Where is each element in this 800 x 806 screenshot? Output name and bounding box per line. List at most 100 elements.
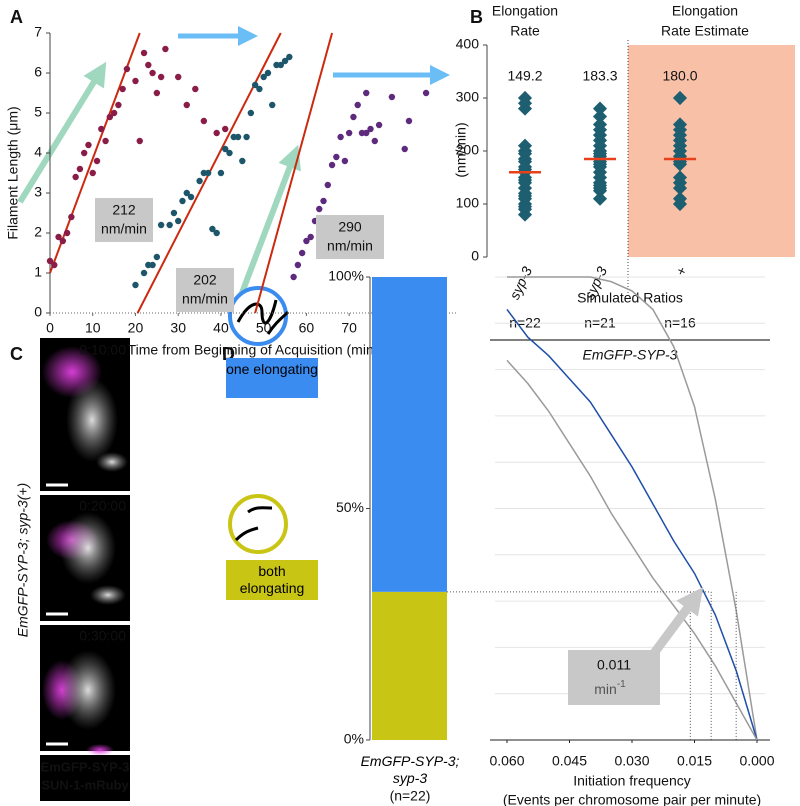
image-blob [96, 452, 128, 472]
data-point [234, 133, 242, 141]
data-point [175, 217, 182, 225]
data-point [200, 117, 208, 125]
data-point [341, 157, 349, 165]
data-point [328, 161, 336, 169]
data-point [592, 191, 608, 206]
data-point [183, 189, 190, 197]
data-point [303, 237, 310, 245]
data-point [672, 90, 688, 106]
data-point [106, 113, 114, 121]
legend-label-box: one elongating [226, 361, 318, 377]
data-point [187, 193, 195, 201]
data-point [333, 153, 340, 161]
image-blob [90, 585, 126, 605]
data-point [204, 169, 212, 177]
data-point [405, 117, 413, 125]
y-axis-title: Filament Length (μm) [5, 106, 21, 239]
y-tick-label: 2 [34, 224, 42, 240]
data-point [213, 229, 220, 237]
x-tick-label: 60 [299, 320, 315, 336]
data-point [367, 125, 374, 133]
annotation: 202 [193, 272, 217, 288]
data-point [222, 125, 229, 133]
genotype: EmGFP-SYP-3 [583, 347, 678, 363]
data-point [401, 145, 408, 153]
data-point [251, 81, 259, 89]
data-point [132, 77, 139, 85]
data-point [264, 69, 272, 77]
data-point [123, 65, 131, 73]
x-tick-label: 10 [85, 320, 101, 336]
n-label: n=22 [509, 315, 541, 331]
channel-label: SUN-1-mRuby [41, 777, 129, 792]
shaded-region [628, 45, 795, 257]
data-point [80, 149, 88, 157]
data-point [89, 169, 96, 177]
y-tick-label: 5 [34, 104, 42, 120]
y-tick-label: 6 [34, 64, 42, 80]
data-point [247, 109, 255, 117]
data-point [115, 101, 122, 109]
data-point [363, 89, 370, 97]
data-point [345, 129, 353, 137]
data-point [243, 133, 250, 141]
column-header: Rate [510, 23, 540, 39]
data-point [140, 269, 148, 277]
x-tick-label: 0.015 [677, 753, 712, 769]
data-point [183, 101, 190, 109]
bar-segment [372, 591, 447, 740]
y-tick-label: 200 [456, 142, 480, 158]
data-point [337, 133, 344, 141]
annotation: 290 [338, 219, 362, 235]
nucleus-icon [228, 494, 288, 554]
image-blob [86, 744, 114, 756]
y-tick-label: 100 [456, 195, 480, 211]
data-point [222, 145, 229, 153]
data-point [672, 181, 688, 196]
data-point [294, 261, 302, 269]
x-tick-label: 70 [341, 320, 357, 336]
y-tick-label: 50% [336, 499, 364, 515]
data-point [76, 165, 84, 173]
mean-label: 183.3 [582, 68, 617, 84]
mean-label: 180.0 [662, 68, 697, 84]
data-point [98, 125, 105, 133]
series-line [507, 276, 758, 741]
data-point [59, 237, 67, 245]
image-blob [60, 650, 116, 730]
data-point [175, 73, 182, 81]
data-point [192, 85, 199, 93]
timestamp: 0:30:00 [79, 628, 126, 644]
annotation-unit: min-1 [594, 679, 626, 697]
y-axis-title: EmGFP-SYP-3; syp-3(+) [15, 483, 31, 637]
x-tick-label: EmGFP-SYP-3; syp-3 [360, 753, 460, 786]
data-point [209, 225, 216, 233]
x-tick-label: 0.045 [552, 753, 587, 769]
data-point [350, 113, 357, 121]
series-line [506, 359, 758, 741]
data-point [592, 101, 608, 116]
x-tick-label: 0.030 [614, 753, 649, 769]
data-point [110, 109, 118, 117]
data-point [320, 197, 327, 205]
y-tick-label: 1 [34, 264, 42, 280]
filament-icon [266, 310, 290, 335]
arrow [17, 61, 107, 204]
column-header: Rate Estimate [661, 23, 749, 39]
data-point [277, 61, 284, 69]
x-tick-label: 40 [213, 320, 229, 336]
data-point [72, 173, 79, 181]
data-point [256, 85, 263, 93]
data-point [179, 197, 186, 205]
channel-label: EmGFP-SYP-3 [41, 759, 130, 774]
data-point [93, 157, 101, 165]
timestamp: 0:10:00 [79, 342, 126, 358]
x-tick-label: 0.000 [739, 753, 774, 769]
data-point [46, 257, 54, 265]
data-point [102, 137, 109, 145]
micrographs [40, 338, 130, 801]
timestamp: 0:20:00 [79, 498, 126, 514]
data-point [132, 281, 139, 289]
data-point [166, 221, 173, 229]
